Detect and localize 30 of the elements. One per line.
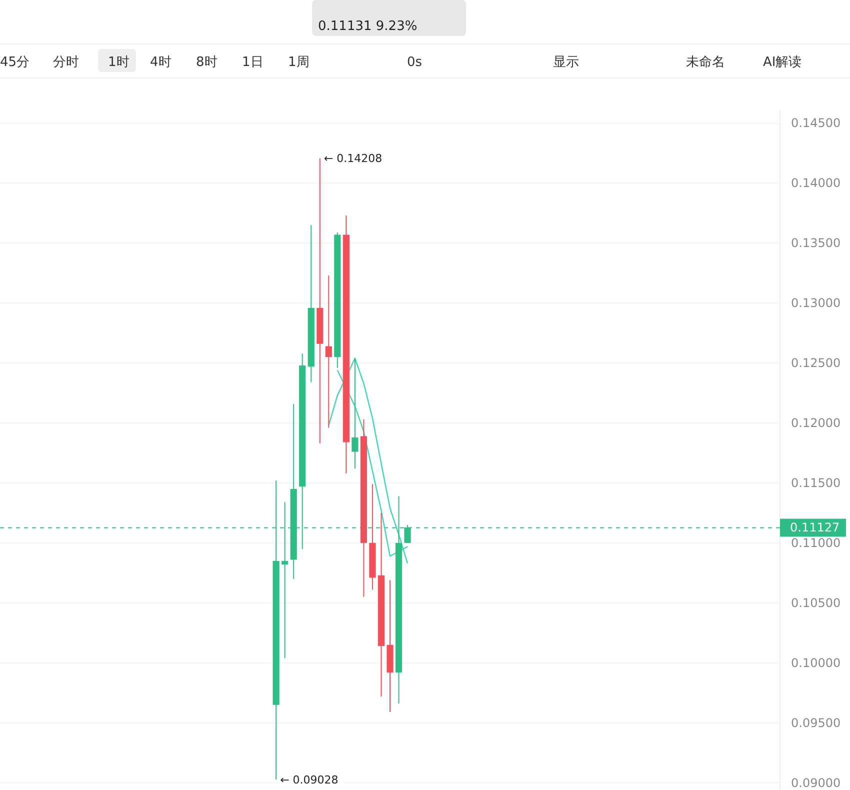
text: 45分	[0, 55, 30, 70]
chart-subtitle: 0.11131 9.23%	[318, 19, 418, 34]
y-tick-label: 0.12500	[791, 356, 841, 370]
candlestick	[352, 358, 358, 470]
text: 1日	[242, 55, 264, 70]
y-tick-label: 0.12000	[791, 416, 841, 430]
annotation: ← 0.09028	[280, 773, 338, 786]
text: 未命名	[686, 55, 725, 70]
text: 1周	[288, 55, 310, 70]
text: 8时	[196, 55, 218, 70]
y-tick-label: 0.09000	[791, 776, 841, 790]
text: 分时	[53, 55, 79, 70]
text: 4时	[150, 55, 172, 70]
y-tick-label: 0.11500	[791, 476, 841, 490]
text: 显示	[553, 55, 579, 70]
y-tick-label: 0.11000	[791, 536, 841, 550]
annotation: ← 0.14208	[324, 152, 382, 166]
ref-line-label: 0.11127	[790, 520, 840, 535]
y-tick-label: 0.10500	[791, 596, 841, 610]
y-tick-label: 0.14000	[791, 176, 841, 190]
text: 1时	[108, 55, 130, 70]
y-tick-label: 0.10000	[791, 656, 841, 670]
line-series	[328, 358, 408, 564]
y-tick-label: 0.13500	[791, 236, 841, 250]
text: 0s	[407, 55, 422, 70]
y-tick-label: 0.09500	[791, 716, 841, 730]
y-tick-label: 0.14500	[791, 116, 841, 130]
candlestick	[325, 275, 332, 428]
y-tick-label: 0.13000	[791, 296, 841, 310]
text: AI解读	[763, 55, 802, 70]
